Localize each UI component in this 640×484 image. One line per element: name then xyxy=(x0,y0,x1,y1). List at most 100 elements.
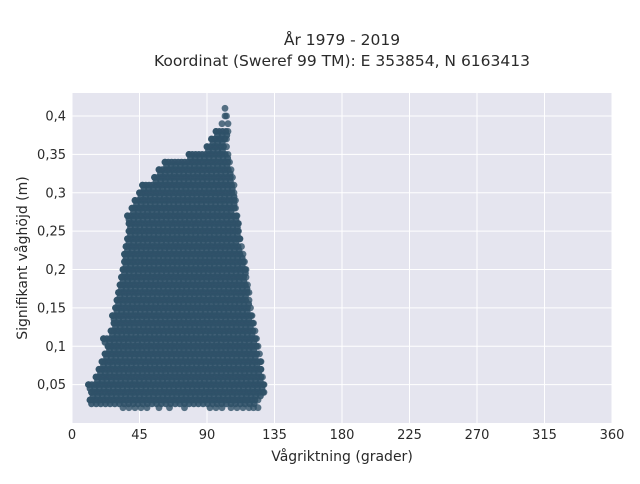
data-point-1114 xyxy=(212,300,220,308)
data-point-760 xyxy=(245,339,253,346)
data-point-502 xyxy=(155,362,163,369)
x-axis-title: Vågriktning (grader) xyxy=(271,448,413,465)
data-point-967 xyxy=(175,316,183,323)
data-point-498 xyxy=(137,362,145,369)
data-point-959 xyxy=(138,316,146,323)
data-point-1686 xyxy=(224,231,232,239)
data-point-239 xyxy=(123,385,131,392)
data-point-2229 xyxy=(260,381,268,388)
data-point-1952 xyxy=(188,193,196,201)
data-point-1950 xyxy=(179,193,187,201)
data-point-2187 xyxy=(121,258,128,266)
data-point-410 xyxy=(115,369,123,377)
y-tick-label-3: 0,2 xyxy=(45,263,66,278)
data-point-332 xyxy=(149,377,157,385)
data-point-2039 xyxy=(175,177,183,185)
data-point-2228 xyxy=(260,388,268,396)
data-point-814 xyxy=(146,331,154,339)
data-point-1562 xyxy=(193,246,201,254)
data-point-1490 xyxy=(141,254,149,262)
data-point-69 xyxy=(171,400,179,408)
data-point-1668 xyxy=(141,231,148,239)
data-point-1095 xyxy=(124,300,132,308)
data-point-167 xyxy=(215,392,222,400)
data-point-2116 xyxy=(195,162,203,170)
data-point-656 xyxy=(134,346,141,354)
data-point-1905 xyxy=(202,200,210,208)
data-point-1049 xyxy=(229,308,237,316)
data-point-1164 xyxy=(125,293,133,300)
data-point-1299 xyxy=(138,277,146,285)
data-point-347 xyxy=(219,377,227,385)
data-point-2189 xyxy=(122,243,130,250)
data-point-1430 xyxy=(150,262,158,270)
data-point-818 xyxy=(164,331,172,339)
data-point-258 xyxy=(212,385,219,392)
data-point-1437 xyxy=(183,262,190,270)
data-point-2254 xyxy=(230,189,238,197)
data-point-1110 xyxy=(194,300,201,308)
data-point-1181 xyxy=(204,293,212,300)
data-point-1318 xyxy=(226,277,234,285)
data-point-1250 xyxy=(215,285,223,293)
data-point-1570 xyxy=(231,246,238,254)
data-point-1960 xyxy=(225,193,233,201)
data-point-2172 xyxy=(92,373,100,381)
data-point-587 xyxy=(177,354,185,362)
data-point-980 xyxy=(236,316,243,323)
data-point-2112 xyxy=(177,162,184,170)
data-point-1682 xyxy=(206,231,213,239)
data-point-1787 xyxy=(153,216,161,224)
data-point-233 xyxy=(95,385,103,392)
data-point-594 xyxy=(210,354,217,362)
data-point-2001 xyxy=(191,185,199,193)
data-point-677 xyxy=(231,346,239,354)
data-point-1120 xyxy=(240,300,248,308)
data-point-336 xyxy=(168,377,176,385)
data-point-1684 xyxy=(215,231,223,239)
data-point-1958 xyxy=(216,193,224,201)
data-point-739 xyxy=(148,339,155,346)
data-point-1177 xyxy=(186,293,194,300)
data-point-2209 xyxy=(125,404,133,412)
data-point-1899 xyxy=(174,200,182,208)
data-point-660 xyxy=(152,346,160,354)
data-point-2181 xyxy=(112,304,119,312)
data-point-1366 xyxy=(149,269,156,277)
data-point-2211 xyxy=(137,404,145,412)
data-point-1620 xyxy=(186,239,193,247)
data-point-2136 xyxy=(191,154,199,162)
data-point-1032 xyxy=(150,308,158,316)
data-point-2174 xyxy=(98,358,106,365)
y-tick-label-5: 0,3 xyxy=(45,186,66,201)
data-point-1613 xyxy=(153,239,161,247)
data-point-1097 xyxy=(133,300,141,308)
data-point-823 xyxy=(188,331,195,339)
data-point-2207 xyxy=(221,104,229,112)
data-point-1112 xyxy=(203,300,211,308)
data-point-1903 xyxy=(193,200,201,208)
data-point-2217 xyxy=(212,404,220,412)
data-point-1492 xyxy=(150,254,158,262)
data-point-2208 xyxy=(119,404,127,412)
data-point-1734 xyxy=(178,223,186,231)
data-point-1027 xyxy=(127,308,135,316)
data-point-1841 xyxy=(148,208,156,216)
data-point-150 xyxy=(136,392,143,400)
data-point-1676 xyxy=(178,231,186,239)
data-point-1303 xyxy=(156,277,164,285)
y-tick-label-4: 0,25 xyxy=(37,225,66,240)
data-point-2196 xyxy=(136,189,143,197)
data-point-1232 xyxy=(132,285,139,293)
data-point-260 xyxy=(221,385,229,392)
data-point-1618 xyxy=(176,239,184,247)
data-point-326 xyxy=(122,377,129,385)
x-tick-label-1: 45 xyxy=(131,428,148,443)
data-point-519 xyxy=(234,362,242,369)
data-point-1370 xyxy=(167,269,175,277)
data-point-2082 xyxy=(198,170,206,178)
data-point-235 xyxy=(105,385,112,392)
data-point-2178 xyxy=(107,327,115,335)
data-point-2047 xyxy=(213,177,220,185)
